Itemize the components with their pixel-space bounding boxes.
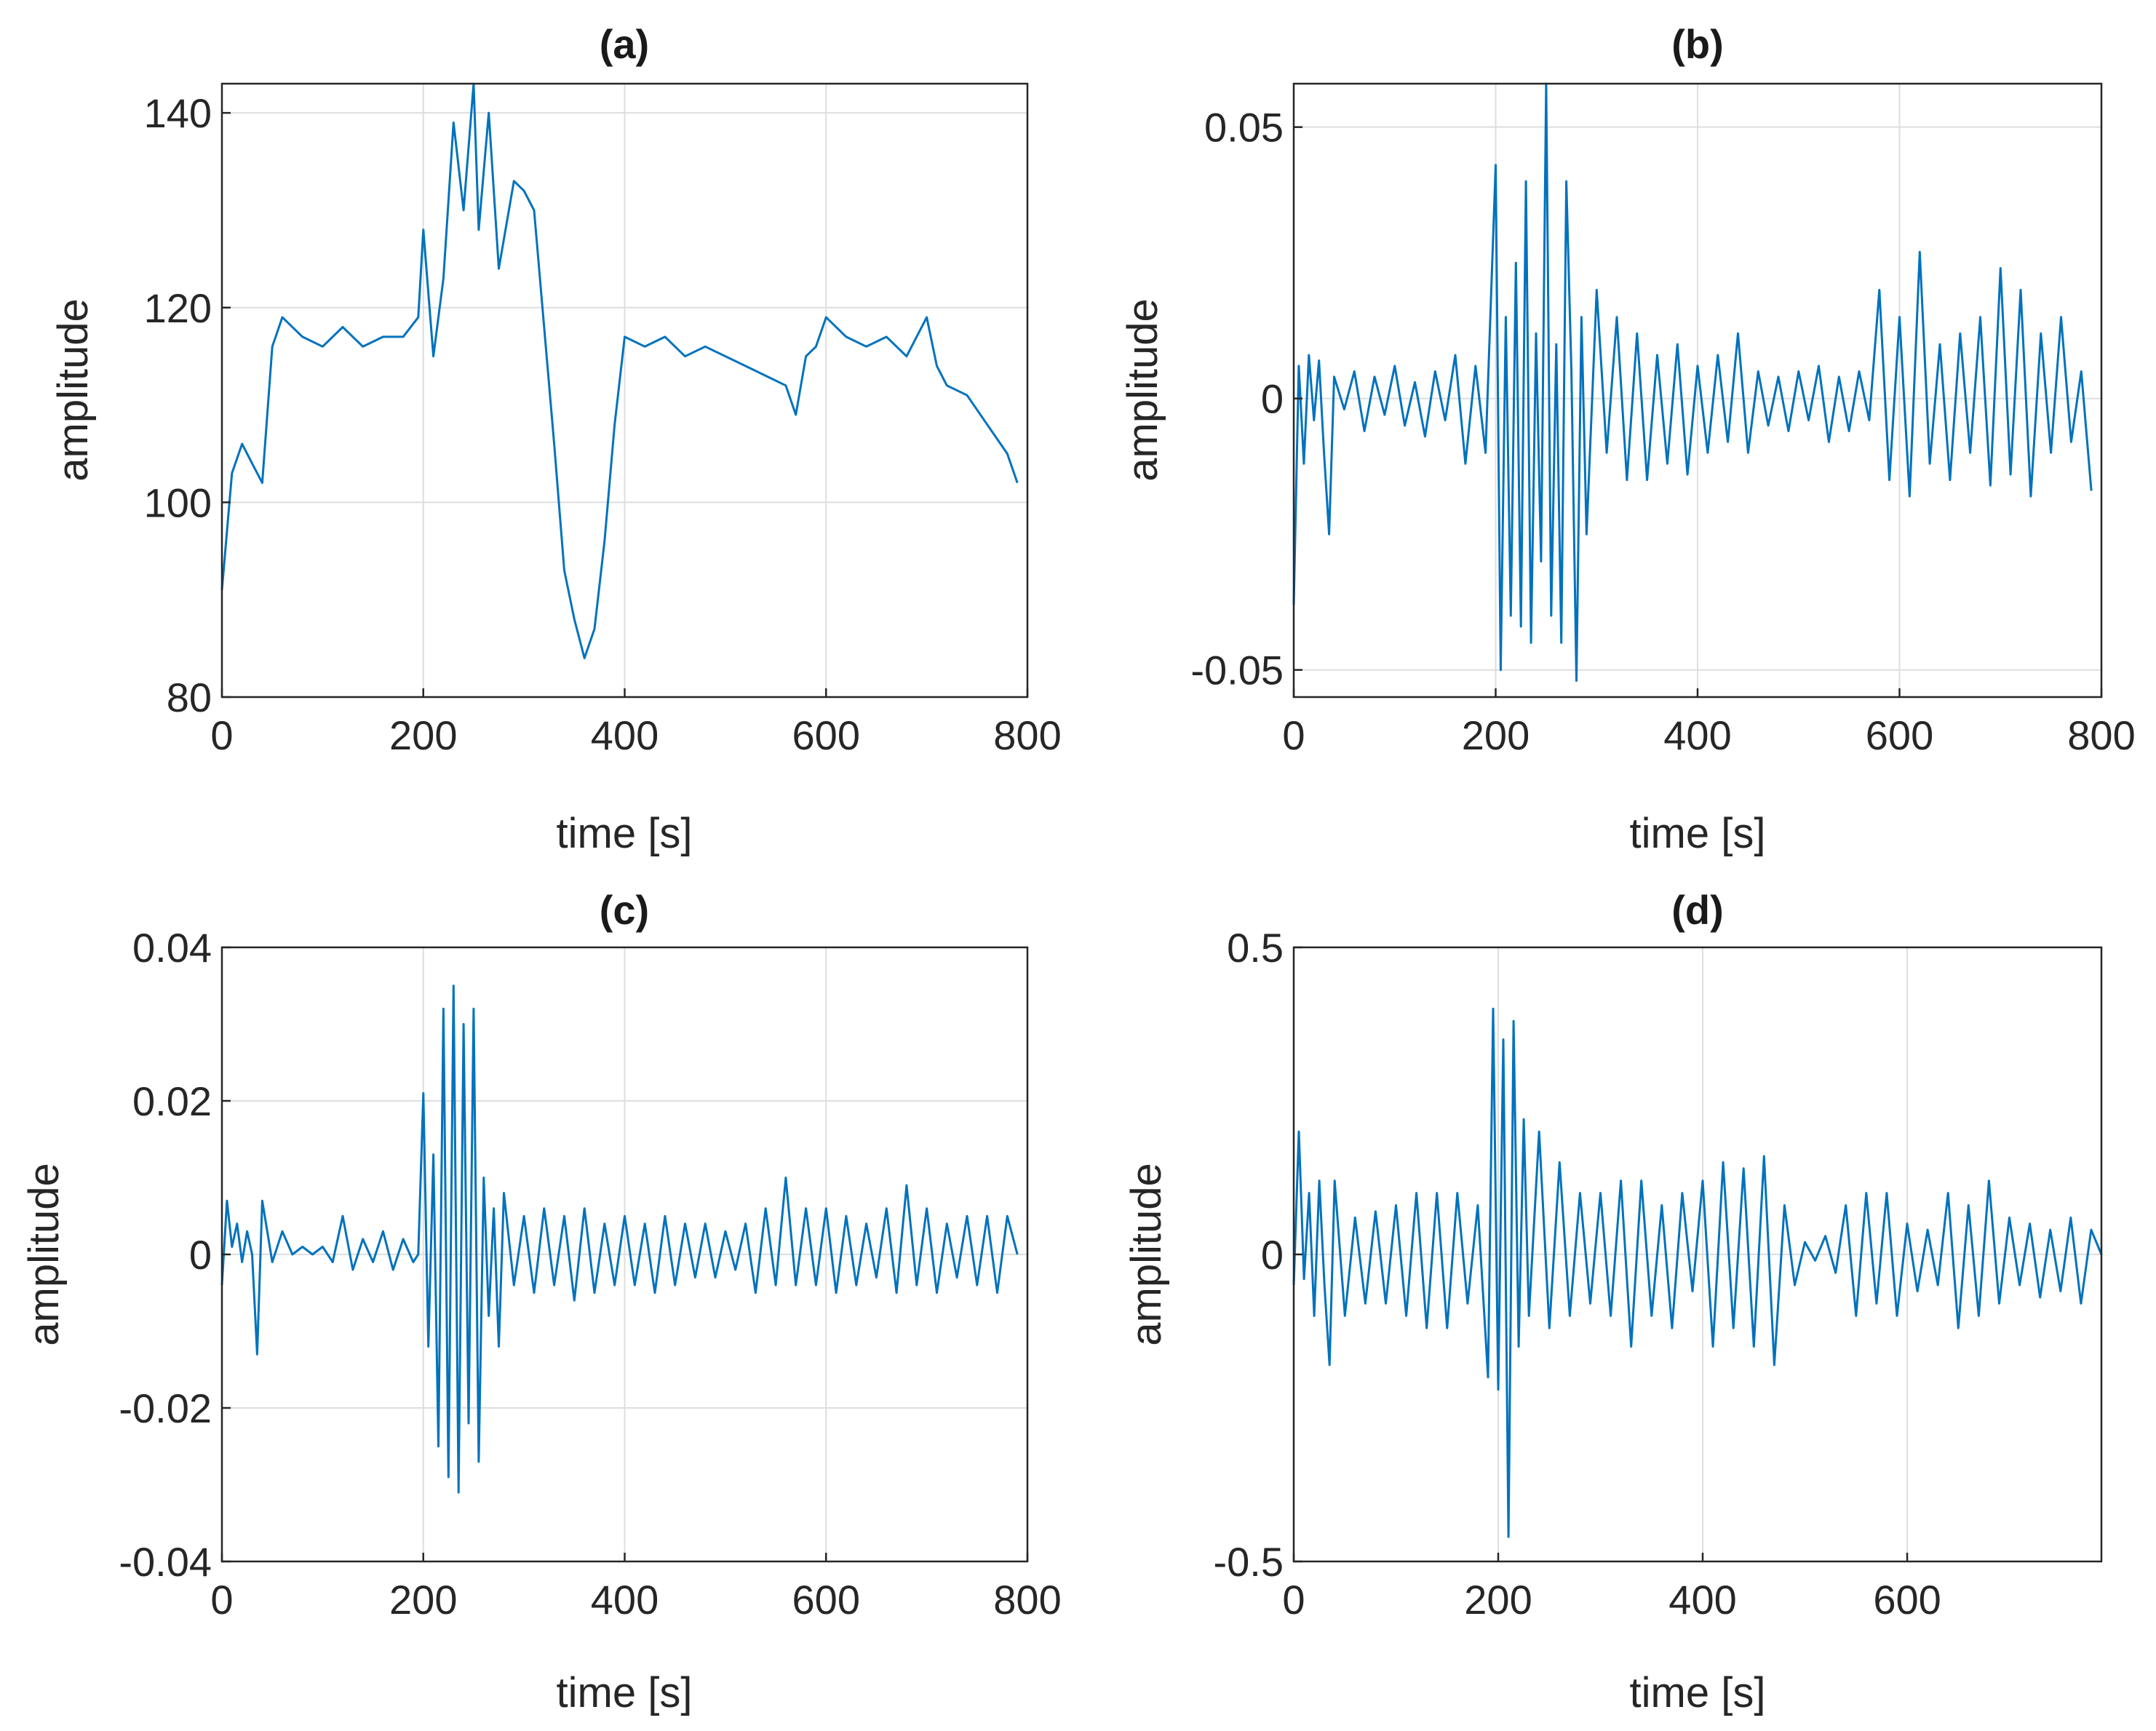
panel-c-x-tick-label: 800 xyxy=(993,1577,1061,1623)
panel-a-x-tick-label: 400 xyxy=(591,712,659,758)
panel-d-title: (d) xyxy=(1671,887,1724,933)
panel-b-y-axis-label: amplitude xyxy=(1119,298,1166,481)
panel-b-y-tick-label: -0.05 xyxy=(1190,648,1284,693)
panel-a: (a) 0 200 400 600 800 80 100 120 140 time [s] am… xyxy=(49,21,1062,857)
panel-c-y-axis-label: amplitude xyxy=(20,1163,68,1345)
panel-d-y-axis-label: amplitude xyxy=(1123,1163,1170,1345)
panel-a-x-tick-label: 200 xyxy=(389,712,457,758)
panel-c-y-tick-label: 0 xyxy=(189,1232,212,1278)
panel-b-x-tick-label: 800 xyxy=(2067,712,2135,758)
panel-d-y-tick-label: -0.5 xyxy=(1214,1539,1284,1585)
panel-b-signal-line xyxy=(1292,82,2093,683)
panel-b-x-tick-label: 0 xyxy=(1282,712,1305,758)
panel-c-x-tick-label: 0 xyxy=(210,1577,233,1623)
panel-d-x-tick-label: 600 xyxy=(1873,1577,1941,1623)
panel-c-signal-line xyxy=(220,984,1019,1494)
panel-a-x-tick-label: 800 xyxy=(993,712,1061,758)
panel-a-x-tick-label: 600 xyxy=(792,712,860,758)
panel-c-x-axis-label: time [s] xyxy=(557,1669,693,1716)
panel-a-y-tick-label: 80 xyxy=(167,675,212,720)
panel-c-y-tick-label: -0.02 xyxy=(119,1385,212,1431)
panel-c-y-tick-label: 0.04 xyxy=(132,925,212,971)
panel-a-y-tick-label: 120 xyxy=(144,285,212,331)
panel-a-title: (a) xyxy=(600,21,649,67)
panel-c-title: (c) xyxy=(600,887,649,933)
panel-b-y-tick-label: 0 xyxy=(1261,376,1284,422)
panel-a-x-tick-label: 0 xyxy=(210,712,233,758)
panel-a-signal-line xyxy=(220,82,1019,659)
panel-d-y-tick-label: 0.5 xyxy=(1227,925,1284,971)
panel-c-y-tick-label: -0.04 xyxy=(119,1539,212,1585)
panel-c-x-tick-label: 400 xyxy=(591,1577,659,1623)
panel-d-y-tick-label: 0 xyxy=(1261,1232,1284,1278)
panel-a-y-axis-label: amplitude xyxy=(49,298,97,481)
panel-a-x-axis-label: time [s] xyxy=(557,810,693,857)
panel-b-title: (b) xyxy=(1671,21,1724,67)
panel-b-x-tick-label: 200 xyxy=(1462,712,1530,758)
panel-d: (d) 0 200 400 600-0.500.5 time [s] amplitud… xyxy=(1123,887,2103,1716)
panel-d-x-tick-label: 200 xyxy=(1464,1577,1532,1623)
panel-b-x-tick-label: 400 xyxy=(1663,712,1731,758)
panel-a-y-tick-label: 100 xyxy=(144,479,212,525)
panel-a-y-tick-label: 140 xyxy=(144,90,212,136)
panel-d-x-tick-label: 400 xyxy=(1668,1577,1736,1623)
panel-c-x-tick-label: 600 xyxy=(792,1577,860,1623)
panel-b: (b) 0 200 400 600 800 -0.05 0 0.05 time [s] amp… xyxy=(1119,21,2136,857)
panel-b-y-tick-label: 0.05 xyxy=(1204,105,1284,151)
panel-c-y-tick-label: 0.02 xyxy=(132,1078,212,1124)
panel-d-x-tick-label: 0 xyxy=(1282,1577,1305,1623)
panel-b-x-tick-label: 600 xyxy=(1866,712,1933,758)
panel-d-x-axis-label: time [s] xyxy=(1630,1669,1766,1716)
panel-b-x-axis-label: time [s] xyxy=(1630,810,1766,857)
panel-c-x-tick-label: 200 xyxy=(389,1577,457,1623)
panel-c: (c) 0 200 400 600 800 -0.04 -0.02 0 0.02 0.04 tim… xyxy=(20,887,1062,1716)
panel-d-signal-line xyxy=(1292,1007,2103,1538)
